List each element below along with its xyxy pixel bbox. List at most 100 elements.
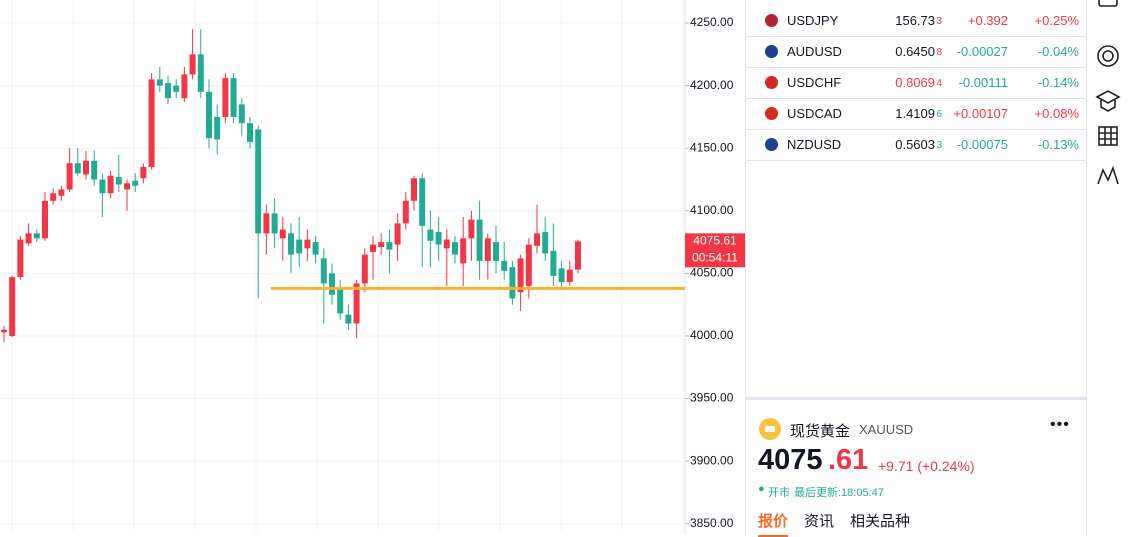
candle-body (140, 166, 147, 179)
candle-body (370, 244, 376, 253)
sidebar (1095, 0, 1121, 185)
price-tail: 6 (936, 109, 942, 120)
candle-body (25, 233, 32, 244)
candle-body (484, 238, 491, 261)
y-tick-label: 4000.00 (690, 328, 734, 342)
calendar-icon[interactable] (1098, 126, 1118, 146)
candle-body (411, 178, 417, 201)
candle-body (550, 250, 557, 276)
candle-body (247, 123, 253, 142)
candle-body (1, 329, 7, 333)
percent: -0.04% (1037, 44, 1079, 59)
candle-body (419, 178, 426, 226)
watchlist-row[interactable]: USDJPY 156.73 3 +0.392 +0.25% (746, 5, 1086, 37)
candle-body (493, 242, 499, 261)
tab[interactable]: 相关品种 (850, 513, 911, 530)
candle-body (279, 229, 286, 239)
quote-panel: 现货黄金 XAUUSD ••• 4075 .61 +9.71 (+0.24%) … (745, 397, 1087, 537)
price-tail: 4 (936, 78, 942, 89)
candle-body (9, 277, 16, 336)
candle-body (132, 180, 139, 186)
candle-body (271, 213, 278, 234)
candle-body (353, 283, 360, 324)
candle-body (337, 288, 344, 314)
candle-body (468, 219, 475, 239)
candle-body (427, 229, 434, 241)
watchlist-row[interactable]: AUDUSD 0.6450 8 -0.00027 -0.04% (746, 36, 1086, 68)
y-tick-label: 4200.00 (690, 78, 734, 92)
candle-body (42, 200, 48, 239)
education-icon[interactable] (1095, 90, 1121, 112)
y-tick-label: 4150.00 (690, 140, 734, 154)
more-button[interactable]: ••• (1050, 416, 1070, 433)
price-tag (685, 233, 745, 268)
y-tick-label: 3850.00 (690, 516, 734, 530)
change: +0.392 (967, 13, 1008, 28)
watchlist-row[interactable]: USDCAD 1.4109 6 +0.00107 +0.08% (746, 98, 1086, 130)
price: 1.4109 (895, 106, 935, 121)
price: 0.8069 (895, 75, 935, 90)
candle-body (230, 78, 237, 117)
calendar-grid (1099, 127, 1117, 145)
candle-body (312, 242, 319, 255)
change: +0.00107 (953, 106, 1008, 121)
candle-body (50, 193, 57, 201)
price-tail: 8 (936, 47, 942, 58)
candle-body (296, 239, 303, 254)
tools-icon[interactable] (1097, 165, 1119, 185)
candle-body (255, 129, 262, 234)
chart: 3850.00 3900.00 3950.00 4000.00 4050.00 4100.… (0, 0, 745, 533)
price-tail: 3 (936, 16, 942, 27)
candle-body (542, 232, 549, 254)
target-icon[interactable] (1097, 45, 1119, 67)
watchlist-row[interactable]: USDCHF 0.8069 4 -0.00111 -0.14% (746, 67, 1086, 99)
change: -0.00075 (956, 137, 1008, 152)
flag-icon (765, 138, 778, 151)
candle-body (107, 175, 114, 194)
price-decimal: .61 (828, 444, 869, 476)
symbol: USDJPY (787, 13, 839, 28)
watchlist: USDJPY 156.73 3 +0.392 +0.25% AUDUSD 0.6450 8 -0… (745, 0, 1087, 395)
countdown-label: 00:54:11 (692, 250, 738, 264)
chat-icon[interactable] (1098, 0, 1118, 7)
candle-body (575, 241, 581, 270)
tab[interactable]: 资讯 (804, 513, 835, 530)
last-update: 最后更新:18:05:47 (794, 487, 884, 499)
percent: +0.25% (1034, 13, 1079, 28)
change: -0.00111 (958, 75, 1008, 90)
candle-body (476, 219, 483, 261)
target-inner (1102, 50, 1114, 62)
candle-body (181, 74, 188, 99)
candle-body (288, 233, 294, 255)
instrument-symbol: XAUUSD (859, 422, 914, 437)
price: 0.5603 (895, 137, 935, 152)
candle-body (214, 116, 221, 140)
candle-body (320, 258, 327, 284)
candle-body (304, 239, 311, 249)
candle-body (91, 160, 98, 180)
candle-body (165, 83, 171, 99)
y-tick-label: 3900.00 (690, 453, 734, 467)
candle-body (263, 213, 270, 234)
candle-body (378, 242, 385, 248)
candle-body (402, 200, 409, 224)
price-change: +9.71 (+0.24%) (878, 458, 975, 474)
candle-body (525, 244, 532, 286)
candle-body (197, 54, 204, 92)
candle-body (148, 79, 155, 167)
flag-icon (765, 76, 778, 89)
candle-body (238, 104, 245, 124)
y-tick-label: 3950.00 (690, 391, 734, 405)
candle-body (558, 268, 565, 283)
candle-body (345, 314, 352, 324)
candle-body (156, 79, 163, 86)
watchlist-row[interactable]: NZDUSD 0.5603 3 -0.00075 -0.13% (746, 129, 1086, 161)
y-tick-label: 4050.00 (690, 266, 734, 280)
price-integer: 4075 (758, 444, 823, 476)
price: 0.6450 (895, 44, 935, 59)
candle-body (189, 54, 196, 75)
y-tick-label: 4100.00 (690, 203, 734, 217)
candle-body (83, 160, 89, 175)
candle-body (206, 91, 212, 139)
